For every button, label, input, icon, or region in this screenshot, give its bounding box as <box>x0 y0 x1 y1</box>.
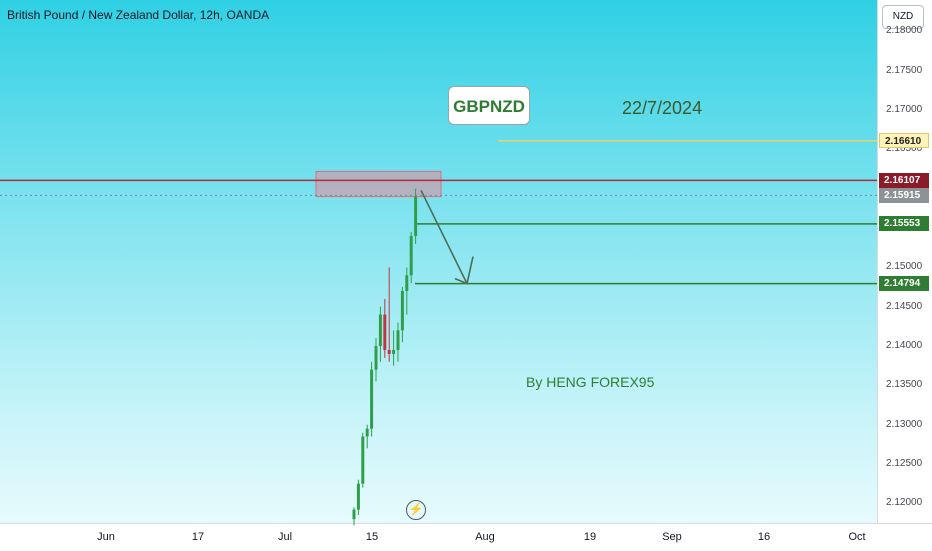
symbol-label: GBPNZD <box>448 86 530 125</box>
time-tick: 16 <box>757 531 771 543</box>
currency-selector[interactable]: NZD <box>882 5 924 29</box>
price-tick: 2.17500 <box>886 64 923 76</box>
candle-body <box>378 314 382 347</box>
time-tick: 19 <box>583 531 597 543</box>
author-label: By HENG FOREX95 <box>526 374 655 390</box>
price-tick: 2.15000 <box>886 261 923 273</box>
price-axis[interactable] <box>877 0 932 523</box>
time-tick: Sep <box>662 531 682 543</box>
candle-body <box>356 483 360 510</box>
candle-body <box>361 436 365 484</box>
candle-body <box>392 349 396 354</box>
price-tick: 2.16500 <box>886 143 922 154</box>
price-tick: 2.14000 <box>886 340 923 352</box>
price-tag-target1: 2.15553 <box>879 216 929 232</box>
price-tag-current: 2.15915 <box>879 187 929 203</box>
price-tag-resistance: 2.16107 <box>879 172 929 188</box>
candle-body <box>400 290 404 331</box>
candle-body <box>374 346 378 370</box>
candle-body <box>383 314 387 350</box>
time-tick: Jul <box>277 531 293 543</box>
candle-body <box>409 235 413 276</box>
price-tick: 2.13500 <box>886 379 923 391</box>
arrow-head <box>454 256 474 285</box>
chart-title: British Pound / New Zealand Dollar, 12h,… <box>7 8 270 22</box>
price-tag-target2: 2.14794 <box>879 276 929 292</box>
time-tick: Aug <box>475 531 495 543</box>
price-tick: 2.17000 <box>886 104 923 116</box>
time-tick: 15 <box>365 531 379 543</box>
date-label: 22/7/2024 <box>622 98 703 118</box>
candle-body <box>405 275 409 291</box>
candle-body <box>387 349 391 354</box>
price-tick: 2.12000 <box>886 497 923 509</box>
price-tick: 2.18000 <box>886 25 923 37</box>
time-tick: Oct <box>848 531 866 543</box>
chart-area[interactable] <box>0 0 877 523</box>
candle-body <box>414 196 418 236</box>
lightning-icon[interactable]: ⚡ <box>406 500 426 520</box>
candle-body <box>370 369 374 429</box>
price-tick: 2.13000 <box>886 418 923 430</box>
time-tick: 17 <box>191 531 205 543</box>
time-axis[interactable] <box>0 523 932 551</box>
projection-arrow <box>420 189 468 284</box>
candle-body <box>396 330 400 350</box>
price-tag-yellow: 2.16610 <box>879 133 929 149</box>
candle-body <box>352 509 356 520</box>
price-tick: 2.14500 <box>886 300 923 312</box>
price-tick: 2.12500 <box>886 458 923 469</box>
supply-zone <box>315 170 442 198</box>
candle-body <box>365 428 369 437</box>
time-tick: Jun <box>97 531 115 543</box>
